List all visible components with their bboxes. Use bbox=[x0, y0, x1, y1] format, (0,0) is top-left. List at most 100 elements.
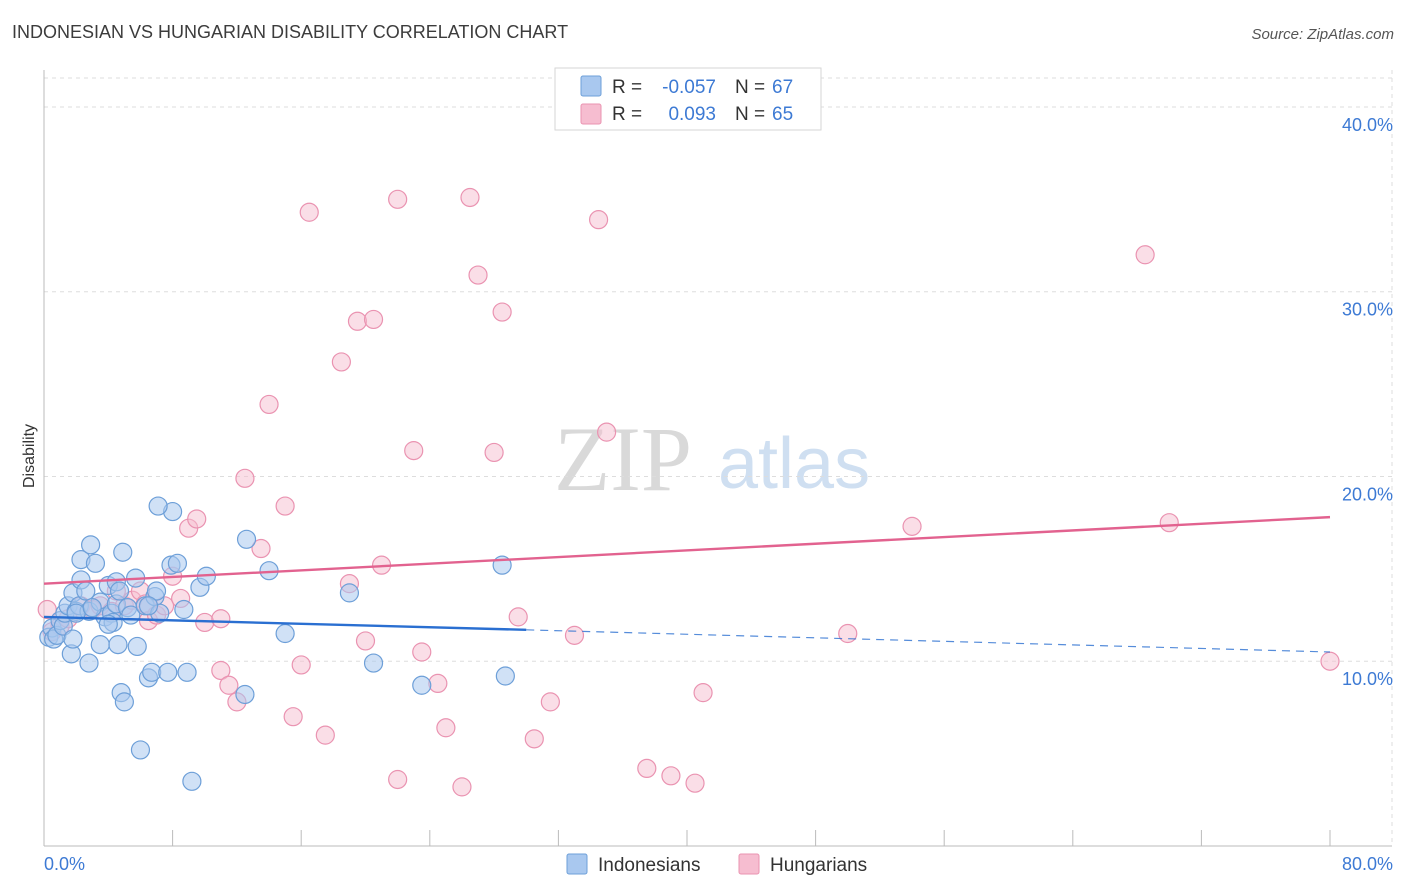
hungarians-point bbox=[404, 441, 424, 461]
legend-r-label-indonesians: R = bbox=[612, 77, 642, 98]
bottom-legend: Indonesians Hungarians bbox=[566, 853, 867, 876]
hungarians-point bbox=[1135, 245, 1155, 265]
indonesians-point bbox=[339, 583, 360, 603]
indonesians-point bbox=[114, 692, 134, 712]
hungarians-point bbox=[211, 609, 231, 629]
chart-title: INDONESIAN VS HUNGARIAN DISABILITY CORRE… bbox=[12, 22, 568, 42]
indonesians-point bbox=[235, 684, 255, 705]
watermark: ZIP atlas bbox=[554, 408, 870, 510]
y-tick-label: 40.0% bbox=[1342, 115, 1393, 135]
indonesians-point bbox=[85, 553, 106, 573]
hungarians-point bbox=[637, 758, 657, 779]
legend-r-value-indonesians: -0.057 bbox=[662, 77, 716, 98]
hungarians-point bbox=[211, 660, 231, 681]
hungarians-point bbox=[291, 655, 311, 675]
hungarians-point bbox=[468, 265, 488, 285]
hungarians-point bbox=[588, 210, 609, 230]
y-tick-label: 10.0% bbox=[1342, 669, 1393, 689]
hungarians-point bbox=[363, 309, 384, 330]
watermark-atlas: atlas bbox=[718, 424, 870, 504]
hungarians-point bbox=[412, 642, 432, 662]
hungarians-point bbox=[661, 766, 681, 786]
hungarians-point bbox=[508, 607, 528, 627]
top-legend: R = -0.057 N = 67 R = 0.093 N = 65 bbox=[554, 67, 822, 131]
watermark-zip: ZIP bbox=[554, 408, 692, 510]
hungarians-point bbox=[564, 625, 585, 645]
series-indonesians-points bbox=[39, 496, 515, 791]
hungarians-point bbox=[436, 718, 456, 738]
hungarians-point bbox=[1320, 651, 1340, 671]
indonesians-point bbox=[79, 653, 99, 673]
indonesians-trend-line bbox=[43, 615, 527, 632]
indonesians-point bbox=[148, 496, 168, 516]
indonesians-point bbox=[146, 581, 167, 601]
indonesians-point bbox=[130, 740, 151, 760]
hungarians-point bbox=[331, 352, 351, 372]
hungarians-point bbox=[524, 729, 544, 749]
indonesians-point bbox=[275, 623, 295, 644]
x-tick-label: 0.0% bbox=[44, 854, 85, 874]
bottom-legend-label-indonesians: Indonesians bbox=[598, 855, 700, 876]
hungarians-point bbox=[685, 773, 705, 793]
legend-r-label-hungarians: R = bbox=[612, 104, 642, 125]
hungarians-point bbox=[902, 516, 922, 536]
legend-n-value-indonesians: 67 bbox=[772, 77, 793, 98]
legend-n-value-hungarians: 65 bbox=[772, 104, 793, 125]
indonesians-point bbox=[66, 603, 86, 623]
indonesians-point bbox=[412, 675, 432, 695]
bottom-legend-swatch-hungarians bbox=[738, 853, 760, 875]
indonesians-point bbox=[109, 581, 130, 601]
hungarians-point bbox=[275, 496, 295, 516]
y-tick-labels: 10.0% 20.0% 30.0% 40.0% bbox=[1342, 115, 1393, 689]
legend-swatch-indonesians bbox=[580, 75, 602, 97]
hungarians-point bbox=[1159, 513, 1179, 533]
hungarians-point bbox=[355, 631, 376, 651]
bottom-legend-swatch-indonesians bbox=[566, 853, 588, 875]
legend-r-value-hungarians: 0.093 bbox=[668, 104, 716, 125]
hungarians-point bbox=[235, 468, 255, 488]
indonesians-point bbox=[81, 535, 101, 555]
chart-source: Source: ZipAtlas.com bbox=[1251, 26, 1394, 43]
indonesians-trend-extension bbox=[526, 629, 1331, 653]
axes bbox=[43, 70, 1392, 847]
hungarians-point bbox=[299, 202, 319, 222]
indonesians-point bbox=[177, 662, 197, 682]
indonesians-point bbox=[90, 635, 110, 655]
hungarians-point bbox=[540, 692, 560, 712]
hungarians-point bbox=[347, 311, 368, 331]
indonesians-point bbox=[138, 596, 159, 616]
indonesians-point bbox=[363, 653, 384, 673]
x-tick-label: 80.0% bbox=[1342, 854, 1393, 874]
hungarians-point bbox=[219, 675, 239, 695]
indonesians-point bbox=[127, 636, 147, 657]
hungarians-trend-line bbox=[43, 515, 1331, 585]
x-tick-labels: 0.0% 80.0% bbox=[44, 854, 1393, 874]
y-tick-label: 20.0% bbox=[1342, 484, 1393, 504]
hungarians-point bbox=[492, 302, 512, 322]
hungarians-point bbox=[597, 422, 617, 442]
indonesians-point bbox=[167, 553, 188, 573]
indonesians-point bbox=[82, 598, 102, 618]
hungarians-point bbox=[388, 189, 408, 209]
hungarians-point bbox=[315, 725, 335, 745]
hungarians-point bbox=[259, 394, 279, 415]
hungarians-point bbox=[388, 769, 408, 790]
y-axis-title: Disability bbox=[21, 424, 38, 488]
indonesians-point bbox=[63, 629, 83, 649]
indonesians-point bbox=[495, 666, 515, 686]
legend-swatch-hungarians bbox=[580, 103, 602, 125]
hungarians-point bbox=[283, 707, 303, 727]
hungarians-point bbox=[484, 442, 504, 463]
legend-n-label-indonesians: N = bbox=[735, 77, 765, 98]
indonesians-point bbox=[174, 599, 194, 620]
hungarians-point bbox=[187, 509, 207, 529]
indonesians-point bbox=[113, 542, 133, 562]
bottom-legend-label-hungarians: Hungarians bbox=[770, 855, 867, 876]
indonesians-point bbox=[182, 771, 202, 791]
indonesians-point bbox=[158, 662, 178, 682]
hungarians-point bbox=[460, 187, 480, 208]
y-tick-label: 30.0% bbox=[1342, 300, 1393, 320]
indonesians-point bbox=[108, 635, 128, 655]
